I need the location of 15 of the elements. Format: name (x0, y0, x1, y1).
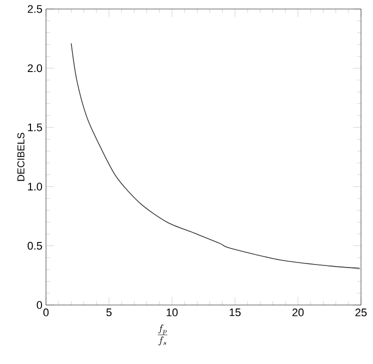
y-axis-title: DECIBELS (17, 132, 24, 181)
x-tick-label: 15 (230, 308, 241, 316)
x-tick-label: 20 (292, 308, 304, 316)
line-series (70, 42, 360, 269)
y-tick-label: 1.0 (28, 182, 42, 190)
x-tick-label: 0 (43, 308, 49, 316)
x-axis-title: $\frac{f_p}{f_s}$ (158, 324, 168, 346)
x-tick-label: 10 (166, 308, 178, 316)
x-tick-label: 5 (106, 308, 112, 316)
y-tick-label: 0 (36, 301, 42, 309)
y-tick-label: 2.5 (28, 5, 42, 13)
x-tick-label: 25 (355, 308, 367, 316)
y-tick-label: 0.5 (28, 242, 42, 250)
y-tick-label: 1.5 (28, 124, 42, 132)
y-tick-label: 2.0 (28, 64, 42, 72)
